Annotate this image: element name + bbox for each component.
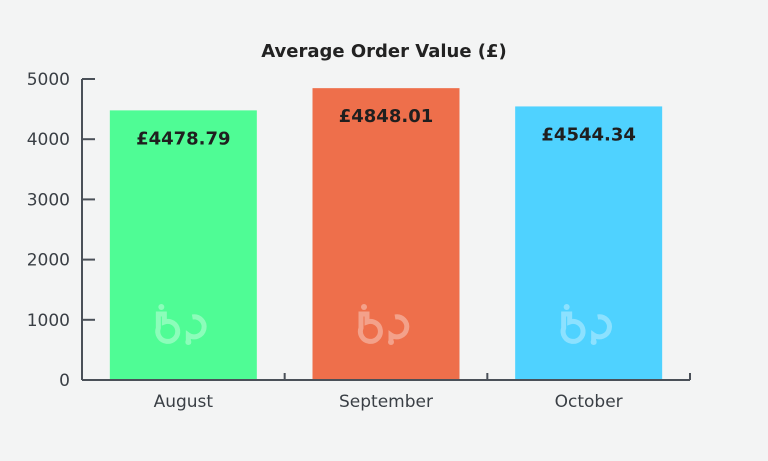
x-tick-label-september: September bbox=[339, 392, 433, 412]
y-tick-label-5000: 5000 bbox=[27, 70, 70, 90]
watermark-logo-icon bbox=[155, 304, 207, 345]
bar-october bbox=[515, 106, 663, 381]
y-tick-label-3000: 3000 bbox=[27, 190, 70, 210]
y-tick-label-2000: 2000 bbox=[27, 251, 70, 271]
axes-layer: August September October 0 1000 2000 3000 4000 5… bbox=[27, 70, 691, 412]
x-tick-label-august: August bbox=[154, 392, 214, 412]
bar-september bbox=[312, 88, 460, 381]
y-tick-label-0: 0 bbox=[59, 371, 70, 391]
y-tick-label-4000: 4000 bbox=[27, 130, 70, 150]
data-label-october: £4544.34 bbox=[541, 124, 636, 145]
bar-august bbox=[109, 110, 257, 381]
data-label-august: £4478.79 bbox=[136, 128, 231, 149]
watermark-logo-icon bbox=[560, 304, 612, 345]
y-tick-label-1000: 1000 bbox=[27, 311, 70, 331]
x-tick-label-october: October bbox=[555, 392, 623, 412]
bars-layer: £4478.79 £4848.01 £4544.34 bbox=[109, 88, 663, 381]
watermark-logo-icon bbox=[357, 304, 410, 345]
data-label-september: £4848.01 bbox=[339, 106, 434, 127]
chart-title: Average Order Value (£) bbox=[261, 41, 507, 62]
